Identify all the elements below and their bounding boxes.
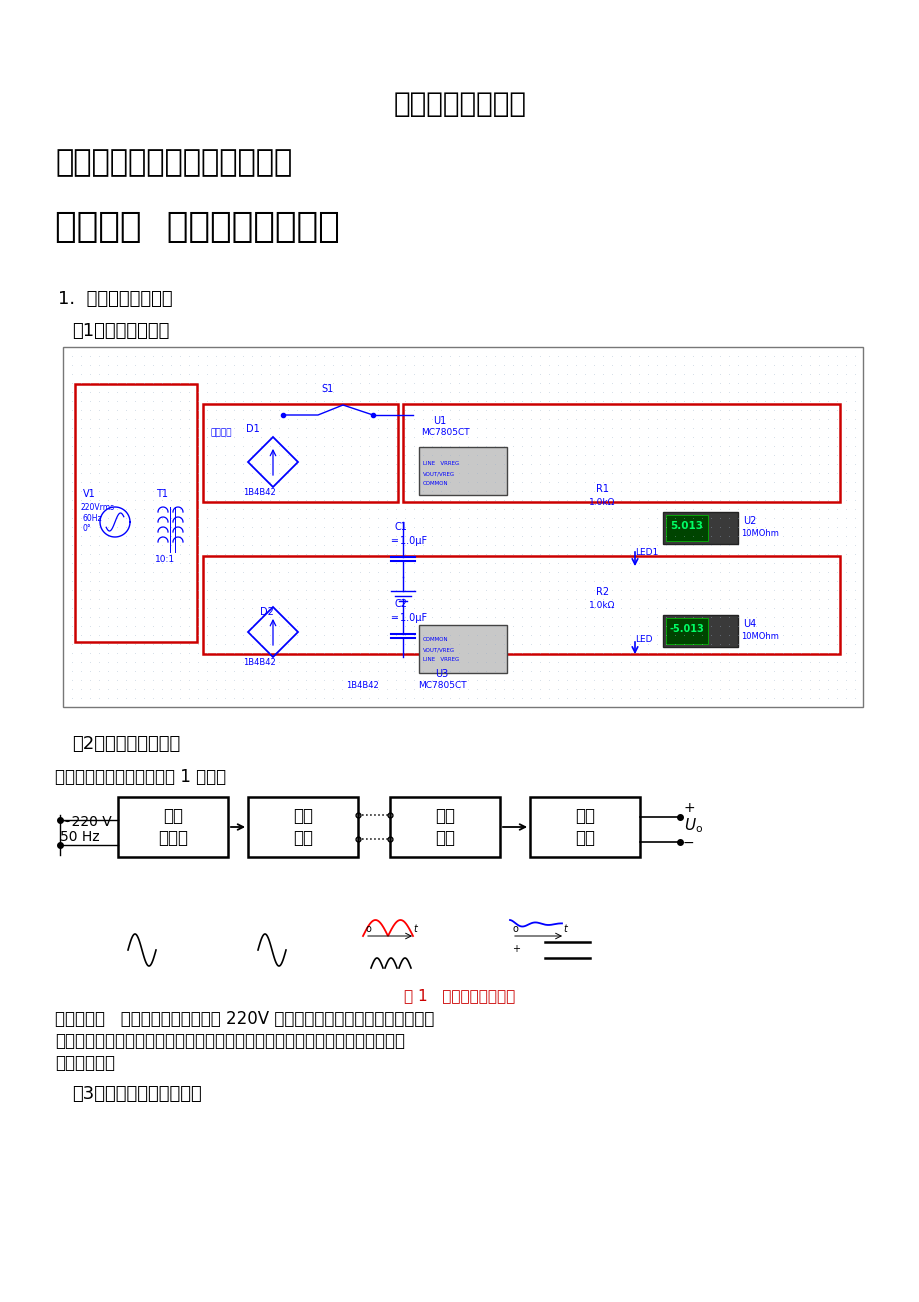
Bar bbox=[663, 615, 737, 647]
Text: S1: S1 bbox=[322, 384, 334, 395]
Bar bbox=[75, 384, 197, 642]
Text: 图 1   直流稳压电源框图: 图 1 直流稳压电源框图 bbox=[404, 988, 515, 1003]
Bar bbox=[529, 797, 640, 857]
Text: o: o bbox=[366, 924, 371, 934]
Text: +: + bbox=[683, 801, 695, 815]
Text: 1.0kΩ: 1.0kΩ bbox=[588, 497, 615, 506]
Text: 0°: 0° bbox=[83, 523, 92, 533]
Text: 滤波
电路: 滤波 电路 bbox=[435, 807, 455, 848]
Bar bbox=[663, 512, 737, 544]
Text: U1: U1 bbox=[433, 417, 446, 426]
Text: −: − bbox=[682, 836, 694, 850]
Text: 10:1: 10:1 bbox=[154, 555, 175, 564]
Bar bbox=[403, 404, 839, 503]
Text: LINE   VRREG: LINE VRREG bbox=[423, 658, 459, 661]
Text: 通过整流电路将交流电压变成单极性电压，再通过滤波电路加以滤除，得到平滑: 通过整流电路将交流电压变成单极性电压，再通过滤波电路加以滤除，得到平滑 bbox=[55, 1032, 404, 1049]
Text: $U_{\rm o}$: $U_{\rm o}$ bbox=[683, 816, 702, 835]
Bar bbox=[665, 618, 708, 644]
Text: MC7805CT: MC7805CT bbox=[421, 428, 469, 437]
Text: ═ 1.0µF: ═ 1.0µF bbox=[391, 613, 426, 622]
Text: 主要原理是   电源变压器将交流电网 220V 的电压降压为所需的交流电压，然后: 主要原理是 电源变压器将交流电网 220V 的电压降压为所需的交流电压，然后 bbox=[55, 1010, 434, 1029]
Text: 直流稳压电源设计框图如图 1 所示：: 直流稳压电源设计框图如图 1 所示： bbox=[55, 768, 226, 786]
Text: 键＝空格: 键＝空格 bbox=[210, 428, 233, 437]
Bar bbox=[62, 348, 862, 707]
Text: o: o bbox=[513, 924, 518, 934]
Text: ═ 1.0µF: ═ 1.0µF bbox=[391, 536, 426, 546]
Text: MC7805CT: MC7805CT bbox=[417, 681, 466, 690]
Text: C2: C2 bbox=[394, 599, 407, 609]
Text: ~220 V: ~220 V bbox=[60, 815, 111, 829]
Bar bbox=[665, 516, 708, 542]
Text: t: t bbox=[413, 924, 416, 934]
Text: LINE   VRREG: LINE VRREG bbox=[423, 461, 459, 466]
Text: 项目一：  直流稳压电源设计: 项目一： 直流稳压电源设计 bbox=[55, 210, 339, 243]
Text: （1）画出设计框图: （1）画出设计框图 bbox=[72, 322, 169, 340]
Text: +: + bbox=[512, 944, 519, 954]
Text: U3: U3 bbox=[435, 669, 448, 680]
Text: VOUT/VREG: VOUT/VREG bbox=[423, 647, 455, 652]
Text: 1B4B42: 1B4B42 bbox=[243, 488, 275, 497]
Text: 整流
电路: 整流 电路 bbox=[292, 807, 312, 848]
Text: 第一篇：模拟电子电路应用：: 第一篇：模拟电子电路应用： bbox=[55, 148, 292, 177]
Bar bbox=[203, 404, 398, 503]
Bar bbox=[118, 797, 228, 857]
Text: （2）分析电路原理图: （2）分析电路原理图 bbox=[72, 736, 180, 753]
Text: V1: V1 bbox=[83, 490, 96, 499]
Text: LED: LED bbox=[634, 635, 652, 644]
Text: R1: R1 bbox=[596, 484, 608, 493]
Text: 1.  作业内容与要求：: 1. 作业内容与要求： bbox=[58, 290, 173, 309]
Text: 60Hz: 60Hz bbox=[83, 514, 103, 523]
Bar bbox=[418, 447, 506, 495]
Text: VOUT/VREG: VOUT/VREG bbox=[423, 471, 455, 477]
Text: 电源
变压器: 电源 变压器 bbox=[158, 807, 187, 848]
Text: 220Vrms: 220Vrms bbox=[81, 503, 115, 512]
Text: D2: D2 bbox=[260, 607, 274, 617]
Text: 的直流电压。: 的直流电压。 bbox=[55, 1055, 115, 1072]
Text: COMMON: COMMON bbox=[423, 480, 448, 486]
Bar bbox=[390, 797, 499, 857]
Text: U2: U2 bbox=[743, 516, 755, 526]
Text: t: t bbox=[562, 924, 566, 934]
Text: 10MOhm: 10MOhm bbox=[740, 631, 778, 641]
Text: 1B4B42: 1B4B42 bbox=[346, 681, 379, 690]
Text: 1.0kΩ: 1.0kΩ bbox=[588, 602, 615, 611]
Text: 50 Hz: 50 Hz bbox=[60, 829, 99, 844]
Text: 稳压
电路: 稳压 电路 bbox=[574, 807, 595, 848]
Bar bbox=[248, 797, 357, 857]
Text: D1: D1 bbox=[245, 424, 259, 434]
Bar bbox=[418, 625, 506, 673]
Text: COMMON: COMMON bbox=[423, 637, 448, 642]
Text: -5.013: -5.013 bbox=[669, 624, 704, 634]
Text: R2: R2 bbox=[596, 587, 608, 598]
Bar bbox=[203, 556, 839, 654]
Text: 1B4B42: 1B4B42 bbox=[243, 658, 275, 667]
Text: T1: T1 bbox=[156, 490, 168, 499]
Text: （3）附上仿真电路结果图: （3）附上仿真电路结果图 bbox=[72, 1085, 201, 1103]
Text: 5.013: 5.013 bbox=[670, 521, 703, 531]
Text: C1: C1 bbox=[394, 522, 407, 533]
Text: 应用电子技术作业: 应用电子技术作业 bbox=[393, 90, 526, 118]
Text: LED1: LED1 bbox=[634, 548, 657, 557]
Text: 10MOhm: 10MOhm bbox=[740, 529, 778, 538]
Text: U4: U4 bbox=[743, 618, 755, 629]
